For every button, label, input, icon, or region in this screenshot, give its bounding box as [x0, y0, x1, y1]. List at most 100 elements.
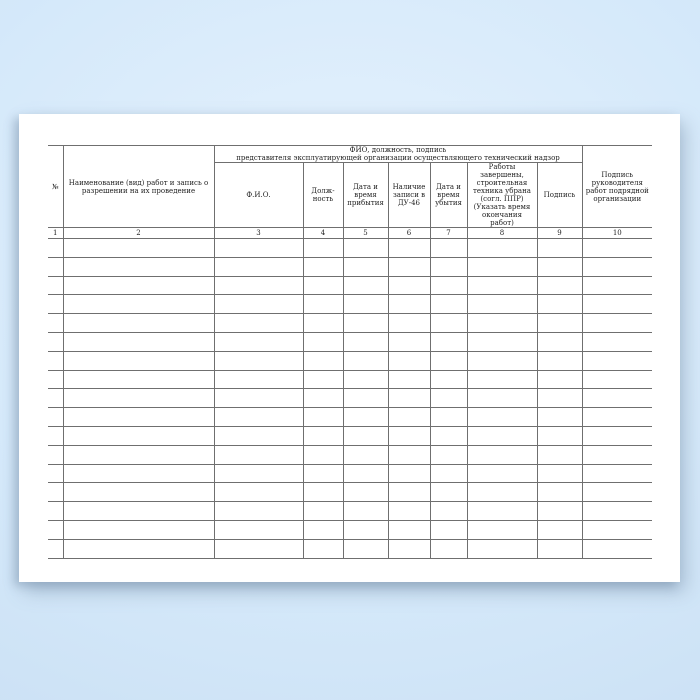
table-cell: [213, 407, 304, 427]
table-row: [48, 425, 653, 446]
table-cell: [387, 313, 431, 333]
table-cell: [536, 501, 583, 521]
table-cell: [429, 538, 468, 559]
column-number: 8: [466, 227, 538, 239]
table-body: [48, 238, 653, 559]
table-cell: [213, 350, 304, 371]
table-cell: [387, 519, 431, 540]
table-cell: [62, 463, 215, 484]
column-number: 4: [302, 227, 344, 239]
table-cell: [302, 425, 344, 446]
table-cell: [213, 482, 304, 503]
table-cell: [466, 538, 538, 559]
table-cell: [466, 331, 538, 352]
table-cell: [302, 331, 344, 352]
table-cell: [342, 425, 389, 446]
table-cell: [387, 444, 431, 465]
table-cell: [429, 369, 468, 390]
table-cell: [581, 425, 653, 446]
table-cell: [429, 388, 468, 409]
table-cell: [387, 331, 431, 352]
table-cell: [536, 238, 583, 258]
col-header-work-name: Наименование (вид) работ и запись о разр…: [62, 145, 215, 228]
col-header-arrival: Дата и время прибытия: [342, 162, 389, 228]
table-cell: [466, 313, 538, 333]
table-cell: [536, 444, 583, 465]
table-cell: [62, 294, 215, 315]
table-cell: [387, 275, 431, 296]
table-cell: [581, 369, 653, 390]
table-cell: [581, 463, 653, 484]
table-cell: [342, 350, 389, 371]
table-row: [48, 444, 653, 465]
table-cell: [213, 331, 304, 352]
table-cell: [48, 425, 64, 446]
table-row: [48, 238, 653, 258]
table-cell: [536, 407, 583, 427]
table-cell: [62, 538, 215, 559]
table-cell: [429, 407, 468, 427]
table-cell: [62, 238, 215, 258]
table-cell: [48, 256, 64, 277]
table-cell: [62, 407, 215, 427]
table-cell: [581, 519, 653, 540]
column-number-row: 1 2 3 4 5 6 7 8 9 10: [48, 227, 653, 239]
table-cell: [62, 275, 215, 296]
table-cell: [342, 519, 389, 540]
table-cell: [466, 501, 538, 521]
table-cell: [466, 425, 538, 446]
table-cell: [302, 238, 344, 258]
table-cell: [536, 519, 583, 540]
table-cell: [302, 350, 344, 371]
table-cell: [62, 425, 215, 446]
table-cell: [342, 275, 389, 296]
table-cell: [429, 238, 468, 258]
table-cell: [213, 256, 304, 277]
table-cell: [429, 350, 468, 371]
table-cell: [302, 519, 344, 540]
table-row: [48, 519, 653, 540]
table-cell: [48, 388, 64, 409]
table-cell: [536, 538, 583, 559]
table-row: [48, 256, 653, 277]
table-cell: [302, 294, 344, 315]
col-header-position: Долж-ность: [302, 162, 344, 228]
column-number: 2: [62, 227, 215, 239]
table-cell: [466, 369, 538, 390]
table-cell: [302, 256, 344, 277]
col-header-number: №: [48, 145, 64, 228]
table-cell: [429, 331, 468, 352]
column-number: 1: [48, 227, 64, 239]
table-cell: [536, 388, 583, 409]
table-cell: [581, 538, 653, 559]
table-cell: [302, 275, 344, 296]
col-header-du46-record: Наличие записи в ДУ-46: [387, 162, 431, 228]
col-header-signature: Подпись: [536, 162, 583, 228]
table-cell: [213, 463, 304, 484]
table-cell: [342, 388, 389, 409]
table-row: [48, 407, 653, 427]
table-cell: [581, 444, 653, 465]
table-cell: [48, 275, 64, 296]
table-row: [48, 482, 653, 503]
table-cell: [213, 294, 304, 315]
table-cell: [536, 313, 583, 333]
table-cell: [302, 501, 344, 521]
table-cell: [429, 444, 468, 465]
table-cell: [387, 463, 431, 484]
table-row: [48, 313, 653, 333]
table-cell: [387, 238, 431, 258]
table-cell: [342, 256, 389, 277]
table-cell: [302, 482, 344, 503]
table-cell: [581, 238, 653, 258]
table-cell: [466, 444, 538, 465]
table-cell: [62, 350, 215, 371]
table-cell: [387, 294, 431, 315]
table-cell: [536, 463, 583, 484]
table-cell: [342, 313, 389, 333]
table-cell: [48, 369, 64, 390]
table-cell: [213, 275, 304, 296]
table-cell: [581, 388, 653, 409]
table-cell: [302, 407, 344, 427]
table-row: [48, 294, 653, 315]
